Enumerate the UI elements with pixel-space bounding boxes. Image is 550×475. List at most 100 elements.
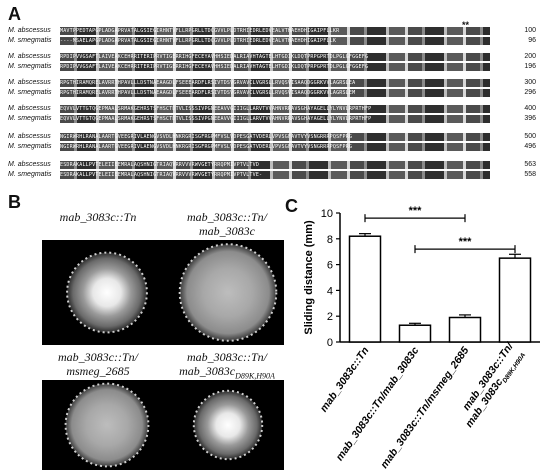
residue-end-number: 496 xyxy=(524,143,536,150)
label-line: mab_3083c xyxy=(199,224,255,238)
label-line: mab_3083c::Tn/ xyxy=(187,210,267,224)
y-tick-label: 8 xyxy=(327,234,333,246)
alignment-row: M. smegmatis EQVVLVTTGTQGEPMAALSRMAKGEHRS… xyxy=(8,114,544,124)
colony-strain-label: mab_3083c::Tn xyxy=(23,210,173,224)
sequence-residues: ESDRAKALLPVTELEIIEEMRALAQSHNIGTRIAQVRRVV… xyxy=(60,171,490,179)
residue-end-number: 196 xyxy=(524,63,536,70)
label-line: mab_3083c::Tn/ xyxy=(58,350,138,364)
alignment-row: M. smegmatis ----MSAELAPGPLADGAPRVATALGSI… xyxy=(8,36,544,46)
colony-drawing xyxy=(64,382,150,468)
significance-label: *** xyxy=(459,236,473,248)
colony-body xyxy=(67,252,147,333)
residue-end-number: 200 xyxy=(524,53,536,60)
x-tick-label: mab_3083c::Tn/mab_3083c xyxy=(334,345,422,463)
colony-edge xyxy=(64,382,150,468)
alignment-block: M. abscessus ESDRAKALLPVTELEIIEEMRALAQSHN… xyxy=(8,160,544,182)
residue-end-number: 300 xyxy=(524,79,536,86)
y-tick-label: 2 xyxy=(327,311,333,323)
alignment-block: M. abscessus EQVVLVTTGTQGEPMAALSRMAKGEHRS… xyxy=(8,104,544,126)
species-name: M. smegmatis xyxy=(8,143,52,150)
sequence-residues: RPGTHIRAMQRELAVRRTHPAVLLLDSTNAEAAGDLFSEE… xyxy=(60,89,490,97)
residue-end-number: 563 xyxy=(524,161,536,168)
sequence-residues: EQVVLVTTGTQGEPMAALSRMAKGEHRSTSFHSCTDTVLI… xyxy=(60,105,490,113)
species-name: M. abscessus xyxy=(8,161,51,168)
alignment-row: M. smegmatis RPDIPVVGSAFTLAIVEAKCEHRRITER… xyxy=(8,62,544,72)
alignment-row: M. smegmatis RPGTHIRAMQRELAVRRTHPAVLLLDST… xyxy=(8,88,544,98)
sequence-alignment: M. abscessus MAVTPPEDTAPGPLADGAPRVATALGSI… xyxy=(8,26,544,186)
species-name: M. smegmatis xyxy=(8,63,52,70)
colony-strain-label: mab_3083c::Tn/mab_3083c xyxy=(152,210,302,238)
colony-photo xyxy=(172,380,284,470)
colony-strain-label: mab_3083c::Tn/msmeg_2685 xyxy=(23,350,173,378)
species-name: M. abscessus xyxy=(8,27,51,34)
colony-drawing xyxy=(66,251,148,334)
alignment-block: M. abscessus MAVTPPEDTAPGPLADGAPRVATALGSI… xyxy=(8,26,544,48)
alignment-block: M. abscessus RPDIPVVGSAFTLAIVEAKCEHRRITER… xyxy=(8,52,544,74)
alignment-row: M. smegmatis ESDRAKALLPVTELEIIEEMRALAQSHN… xyxy=(8,170,544,180)
panel-a-letter: A xyxy=(8,4,21,24)
sequence-residues: ----MSAELAPGPLADGAPRVATALGSIEGIRHNTVFLLR… xyxy=(60,37,490,45)
residue-end-number: 100 xyxy=(524,27,536,34)
alignment-block: M. abscessus RPGTHIRAMQRELAVRRTHPAVLLLDST… xyxy=(8,78,544,100)
sequence-residues: RPDIPVVGSAFTLAIVEAKCEHRRITERIPRVTIGERRIH… xyxy=(60,53,490,61)
residue-end-number: 400 xyxy=(524,105,536,112)
mutation-subscript: D89K,H90A xyxy=(235,371,275,381)
panel-c-letter: C xyxy=(285,196,298,216)
y-tick-label: 4 xyxy=(327,285,333,297)
sequence-residues: NGIRWRHLRANALAARTGVEEGRIVLAENGVSVDLHNKRG… xyxy=(60,133,490,141)
bar xyxy=(348,235,382,343)
sequence-residues: NGIRWRHLRANALAARTGVEEGRIVLAENGVSVDLHNKRG… xyxy=(60,143,490,151)
label-line: mab_3083c::Tn/ xyxy=(187,350,267,364)
y-tick-label: 0 xyxy=(327,337,333,349)
residue-end-number: 296 xyxy=(524,89,536,96)
alignment-row: M. abscessus MAVTPPEDTAPGPLADGAPRVATALGSI… xyxy=(8,26,544,36)
colony-edge xyxy=(66,251,148,334)
residue-end-number: 558 xyxy=(524,171,536,178)
species-name: M. smegmatis xyxy=(8,115,52,122)
sliding-distance-chart: 0 2 4 6 8 10 Sliding distance (mm) *** *** mab_30… xyxy=(290,205,545,471)
sequence-residues: RPDIPVVGSAFTLAIVEAKCEHRRITERIPRVTIGERRIH… xyxy=(60,63,490,71)
x-tick-label: mab_3083c::Tn xyxy=(318,345,372,415)
alignment-row: M. abscessus NGIRWRHLRANALAARTGVEEGRIVLAE… xyxy=(8,132,544,142)
bar xyxy=(398,324,432,343)
panel-b-letter: B xyxy=(8,192,21,212)
species-name: M. abscessus xyxy=(8,105,51,112)
species-name: M. abscessus xyxy=(8,53,51,60)
residue-end-number: 500 xyxy=(524,133,536,140)
colony-drawing xyxy=(192,389,264,461)
colony-photo xyxy=(42,240,172,345)
colony-body xyxy=(65,383,149,467)
alignment-row: M. abscessus RPDIPVVGSAFTLAIVEAKCEHRRITER… xyxy=(8,52,544,62)
conserved-residue-marks: ** xyxy=(462,20,470,30)
alignment-block: M. abscessus NGIRWRHLRANALAARTGVEEGRIVLAE… xyxy=(8,132,544,154)
alignment-row: M. smegmatis NGIRWRHLRANALAARTGVEEGRIVLAE… xyxy=(8,142,544,152)
residue-end-number: 96 xyxy=(528,37,536,44)
species-name: M. abscessus xyxy=(8,133,51,140)
colony-photo xyxy=(42,380,172,470)
bar xyxy=(498,257,532,343)
colony-edge xyxy=(178,243,278,342)
species-name: M. abscessus xyxy=(8,79,51,86)
colony-strain-label: mab_3083c::Tn/mab_3083cD89K,H90A xyxy=(152,350,302,383)
bar xyxy=(448,316,482,343)
colony-body xyxy=(193,390,263,460)
chart-canvas: 0 2 4 6 8 10 Sliding distance (mm) *** *** mab_30… xyxy=(303,205,540,471)
y-tick-label: 6 xyxy=(327,260,333,272)
species-name: M. smegmatis xyxy=(8,37,52,44)
species-name: M. smegmatis xyxy=(8,171,52,178)
label-line: mab_3083cD89K,H90A xyxy=(179,364,275,381)
alignment-row: M. abscessus RPGTHIRAMQRELAVRRTHPAVLLLDST… xyxy=(8,78,544,88)
significance-label: *** xyxy=(409,205,423,217)
sequence-residues: EQVVLVTTGTQGEPMAALSRMAKGEHRSTSFHSCTDTVLI… xyxy=(60,115,490,123)
colony-body xyxy=(179,244,277,341)
label-line: mab_3083c::Tn xyxy=(59,210,137,224)
alignment-row: M. abscessus ESDRAKALLPVTELEIIEEMRALAQSHN… xyxy=(8,160,544,170)
y-tick-label: 10 xyxy=(321,208,333,220)
alignment-row: M. abscessus EQVVLVTTGTQGEPMAALSRMAKGEHRS… xyxy=(8,104,544,114)
sequence-residues: RPGTHIRAMQRELAVRRTHPAVLLLDSTNAEAAGDLFSEE… xyxy=(60,79,490,87)
residue-end-number: 396 xyxy=(524,115,536,122)
sequence-residues: MAVTPPEDTAPGPLADGAPRVATALGSIEGIRHNTVFLLR… xyxy=(60,27,490,35)
sequence-residues: ESDRAKALLPVTELEIIEEMRALAQSHNIGTRIAQVRRVV… xyxy=(60,161,490,169)
colony-photo xyxy=(172,240,284,345)
species-name: M. smegmatis xyxy=(8,89,52,96)
